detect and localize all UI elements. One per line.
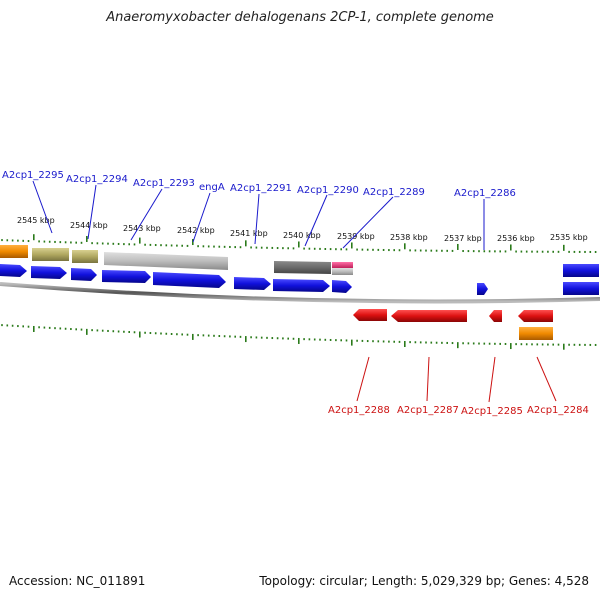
gene-arrow-forward[interactable]: [153, 272, 226, 288]
gene-arrow-reverse[interactable]: [391, 310, 467, 322]
gene-arrow-forward[interactable]: [273, 279, 330, 292]
tick-label: 2537 kbp: [444, 234, 482, 243]
tick-label: 2540 kbp: [283, 231, 321, 240]
tick-label: 2541 kbp: [230, 229, 268, 238]
gene-feature[interactable]: [72, 250, 98, 263]
tick-label: 2543 kbp: [123, 224, 161, 233]
gene-label-forward[interactable]: A2cp1_2293: [133, 178, 195, 189]
gene-feature[interactable]: [332, 268, 353, 275]
gene-arrow-forward[interactable]: [234, 277, 271, 290]
gene-arrow-forward[interactable]: [102, 270, 151, 283]
genome-backbone: [0, 282, 600, 304]
coordinate-ticks-bottom: [1, 324, 597, 350]
gene-label-reverse[interactable]: A2cp1_2287: [397, 405, 459, 416]
gene-feature[interactable]: [563, 264, 599, 277]
gene-label-forward[interactable]: A2cp1_2294: [66, 174, 128, 185]
gene-arrow-reverse[interactable]: [518, 310, 553, 322]
gene-label-forward[interactable]: A2cp1_2291: [230, 183, 292, 194]
gene-arrow-reverse[interactable]: [489, 310, 502, 322]
tick-label: 2545 kbp: [17, 216, 55, 225]
feature-row-forward-outer: [0, 245, 599, 277]
gene-arrow-forward[interactable]: [332, 280, 352, 293]
gene-feature[interactable]: [0, 245, 28, 258]
topology-text: Topology: circular; Length: 5,029,329 bp…: [259, 574, 589, 588]
gene-label-reverse[interactable]: A2cp1_2284: [527, 405, 589, 416]
top-gene-labels: A2cp1_2295 A2cp1_2294 A2cp1_2293 engA A2…: [2, 170, 516, 250]
gene-feature[interactable]: [519, 327, 553, 340]
tick-label: 2536 kbp: [497, 234, 535, 243]
bottom-gene-labels: A2cp1_2288 A2cp1_2287 A2cp1_2285 A2cp1_2…: [328, 356, 589, 417]
gene-label-reverse[interactable]: A2cp1_2285: [461, 406, 523, 417]
accession-text: Accession: NC_011891: [9, 574, 146, 588]
gene-arrow-reverse[interactable]: [353, 309, 387, 321]
coordinate-ticks-top: [1, 234, 597, 253]
gene-arrow-forward[interactable]: [477, 283, 488, 295]
gene-arrow-forward[interactable]: [31, 266, 67, 279]
gene-label-reverse[interactable]: A2cp1_2288: [328, 405, 390, 416]
gene-arrow-forward[interactable]: [0, 264, 27, 277]
genome-title: Anaeromyxobacter dehalogenans 2CP-1, com…: [106, 10, 494, 25]
gene-arrow-forward[interactable]: [563, 282, 599, 295]
tick-label: 2539 kbp: [337, 232, 375, 241]
gene-feature[interactable]: [104, 252, 228, 270]
tick-label: 2535 kbp: [550, 233, 588, 242]
gene-label-forward[interactable]: A2cp1_2286: [454, 188, 516, 199]
gene-label-forward[interactable]: engA: [199, 182, 225, 193]
feature-row-reverse: [353, 309, 553, 340]
gene-arrow-forward[interactable]: [71, 268, 97, 281]
gene-feature[interactable]: [32, 248, 69, 261]
gene-feature[interactable]: [332, 262, 353, 268]
tick-label: 2542 kbp: [177, 226, 215, 235]
gene-label-forward[interactable]: A2cp1_2295: [2, 170, 64, 181]
gene-label-forward[interactable]: A2cp1_2290: [297, 185, 359, 196]
gene-feature[interactable]: [274, 261, 331, 274]
gene-label-forward[interactable]: A2cp1_2289: [363, 187, 425, 198]
tick-labels: 2545 kbp 2544 kbp 2543 kbp 2542 kbp 2541…: [17, 216, 588, 243]
feature-row-forward-inner: [0, 264, 599, 295]
tick-label: 2538 kbp: [390, 233, 428, 242]
tick-label: 2544 kbp: [70, 221, 108, 230]
